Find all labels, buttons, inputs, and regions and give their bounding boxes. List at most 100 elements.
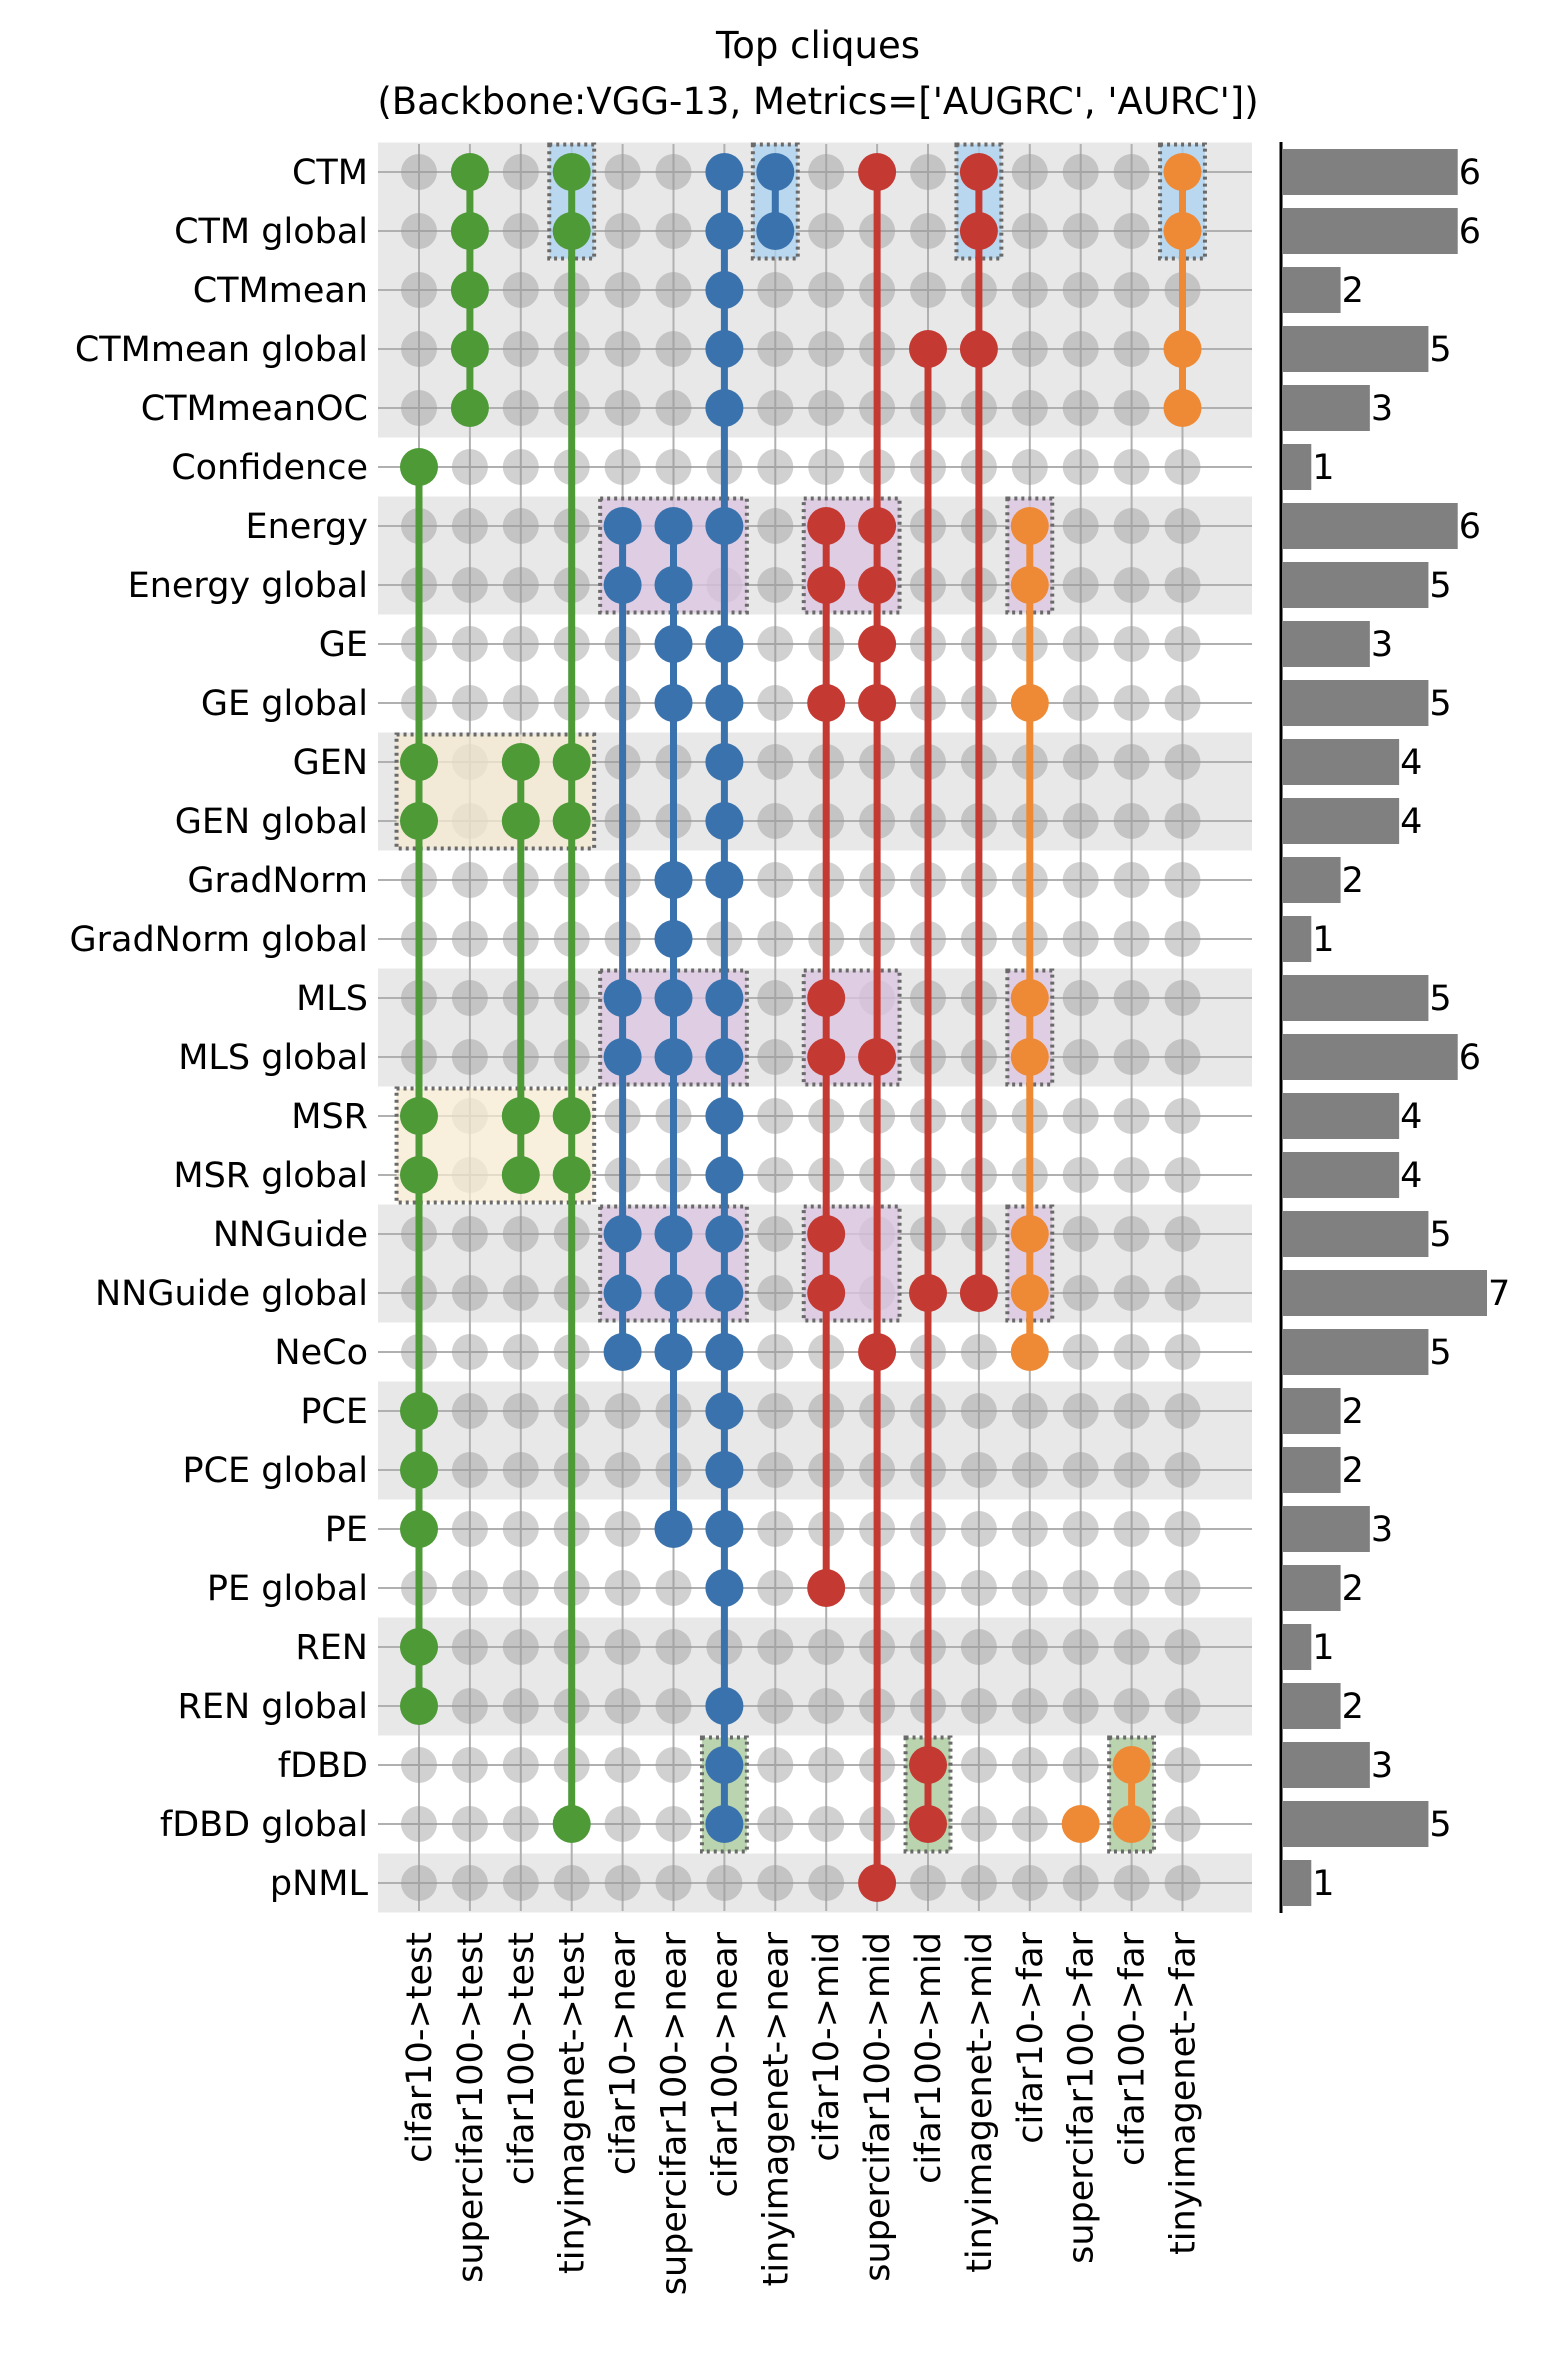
empty-dot: [1062, 921, 1099, 957]
empty-dot: [451, 567, 488, 603]
dot-energy-cifar10-far: [1010, 507, 1049, 545]
count-label: 4: [1400, 1097, 1422, 1137]
empty-dot: [1164, 862, 1201, 898]
empty-dot: [1113, 1098, 1150, 1134]
dot-mls-cifar10-mid: [807, 979, 846, 1017]
dot-ren-global-cifar100-near: [705, 1687, 744, 1725]
empty-dot: [1113, 1275, 1150, 1311]
dot-mls-global-supercifar100-near: [654, 1038, 693, 1076]
empty-dot: [655, 213, 692, 249]
empty-dot: [757, 1688, 794, 1724]
column-label: tinyimagenet->mid: [960, 1932, 1000, 2273]
row-label: NNGuide: [213, 1215, 368, 1255]
count-bar-ge-global: [1282, 680, 1429, 726]
chart-title: Top cliques (Backbone:VGG-13, Metrics=['…: [377, 24, 1258, 123]
count-bar-msr: [1282, 1093, 1400, 1139]
dot-gradnorm-global-supercifar100-near: [654, 920, 693, 958]
dot-energy-cifar10-near: [603, 507, 642, 545]
empty-dot: [401, 1865, 437, 1901]
empty-dot: [1113, 331, 1150, 367]
empty-dot: [1164, 980, 1201, 1016]
empty-dot: [1113, 449, 1150, 485]
row-label: NeCo: [274, 1333, 368, 1373]
empty-dot: [401, 154, 437, 190]
empty-dot: [1113, 862, 1150, 898]
empty-dot: [1113, 1629, 1150, 1665]
dot-fdbd-global-cifar100-far: [1112, 1805, 1151, 1843]
count-label: 4: [1400, 1156, 1422, 1196]
row-label: MLS: [296, 979, 368, 1019]
empty-dot: [604, 1865, 641, 1901]
empty-dot: [451, 1393, 488, 1429]
row-label: GradNorm: [187, 861, 368, 901]
empty-dot: [910, 213, 946, 249]
dot-ctm-cifar100-near: [705, 153, 744, 191]
empty-dot: [1011, 1393, 1048, 1429]
dot-energy-global-supercifar100-near: [654, 566, 693, 604]
count-bar-ren-global: [1282, 1683, 1341, 1729]
empty-dot: [757, 1629, 794, 1665]
empty-dot: [1011, 1747, 1048, 1783]
column-label: cifar100->test: [502, 1932, 542, 2185]
empty-dot: [757, 567, 794, 603]
empty-dot: [401, 1806, 437, 1842]
empty-dot: [451, 1275, 488, 1311]
count-bar-ctmmeanoc: [1282, 385, 1370, 431]
dot-mls-cifar10-far: [1010, 979, 1049, 1017]
empty-dot: [401, 213, 437, 249]
row-label: PCE: [300, 1392, 368, 1432]
empty-dot: [1113, 1039, 1150, 1075]
empty-dot: [604, 1452, 641, 1488]
count-bar-gradnorm-global: [1282, 916, 1312, 962]
empty-dot: [808, 154, 845, 190]
empty-dot: [1062, 154, 1099, 190]
empty-dot: [1113, 154, 1150, 190]
count-label: 4: [1400, 802, 1422, 842]
empty-dot: [655, 154, 692, 190]
empty-dot: [604, 1688, 641, 1724]
dot-nnguide-global-cifar10-mid: [807, 1274, 846, 1312]
empty-dot: [502, 272, 539, 308]
empty-dot: [1113, 1334, 1150, 1370]
dot-pe-cifar100-near: [705, 1510, 744, 1548]
dot-energy-supercifar100-mid: [858, 507, 897, 545]
empty-dot: [401, 1747, 437, 1783]
dot-msr-cifar100-test: [501, 1097, 540, 1135]
empty-dot: [757, 862, 794, 898]
empty-dot: [451, 1688, 488, 1724]
empty-dot: [502, 1629, 539, 1665]
empty-dot: [1164, 1806, 1201, 1842]
column-label: cifar100->mid: [909, 1932, 949, 2184]
empty-dot: [1062, 1747, 1099, 1783]
dot-msr-global-tinyimagenet-test: [552, 1156, 591, 1194]
empty-dot: [1164, 921, 1201, 957]
dot-gen-cifar100-near: [705, 743, 744, 781]
row-label: GEN global: [175, 802, 368, 842]
empty-dot: [604, 1570, 641, 1606]
empty-dot: [1113, 1570, 1150, 1606]
empty-dot: [451, 1865, 488, 1901]
empty-dot: [910, 272, 946, 308]
count-bar-ctmmean-global: [1282, 326, 1429, 372]
dot-mls-supercifar100-near: [654, 979, 693, 1017]
dot-pce-cifar100-near: [705, 1392, 744, 1430]
empty-dot: [1113, 744, 1150, 780]
empty-dot: [1011, 154, 1048, 190]
empty-dot: [502, 1452, 539, 1488]
empty-dot: [451, 1570, 488, 1606]
empty-dot: [808, 272, 845, 308]
empty-dot: [451, 449, 488, 485]
column-label: cifar100->near: [705, 1931, 745, 2197]
column-label: cifar10->mid: [807, 1932, 847, 2162]
empty-dot: [808, 1629, 845, 1665]
dot-ge-cifar100-near: [705, 625, 744, 663]
empty-dot: [960, 1334, 997, 1370]
count-bar-ctm-global: [1282, 208, 1458, 254]
empty-dot: [655, 1806, 692, 1842]
dot-ctm-supercifar100-mid: [858, 153, 897, 191]
count-label: 2: [1342, 1569, 1364, 1609]
dot-neco-supercifar100-near: [654, 1333, 693, 1371]
empty-dot: [1062, 1216, 1099, 1252]
empty-dot: [757, 331, 794, 367]
